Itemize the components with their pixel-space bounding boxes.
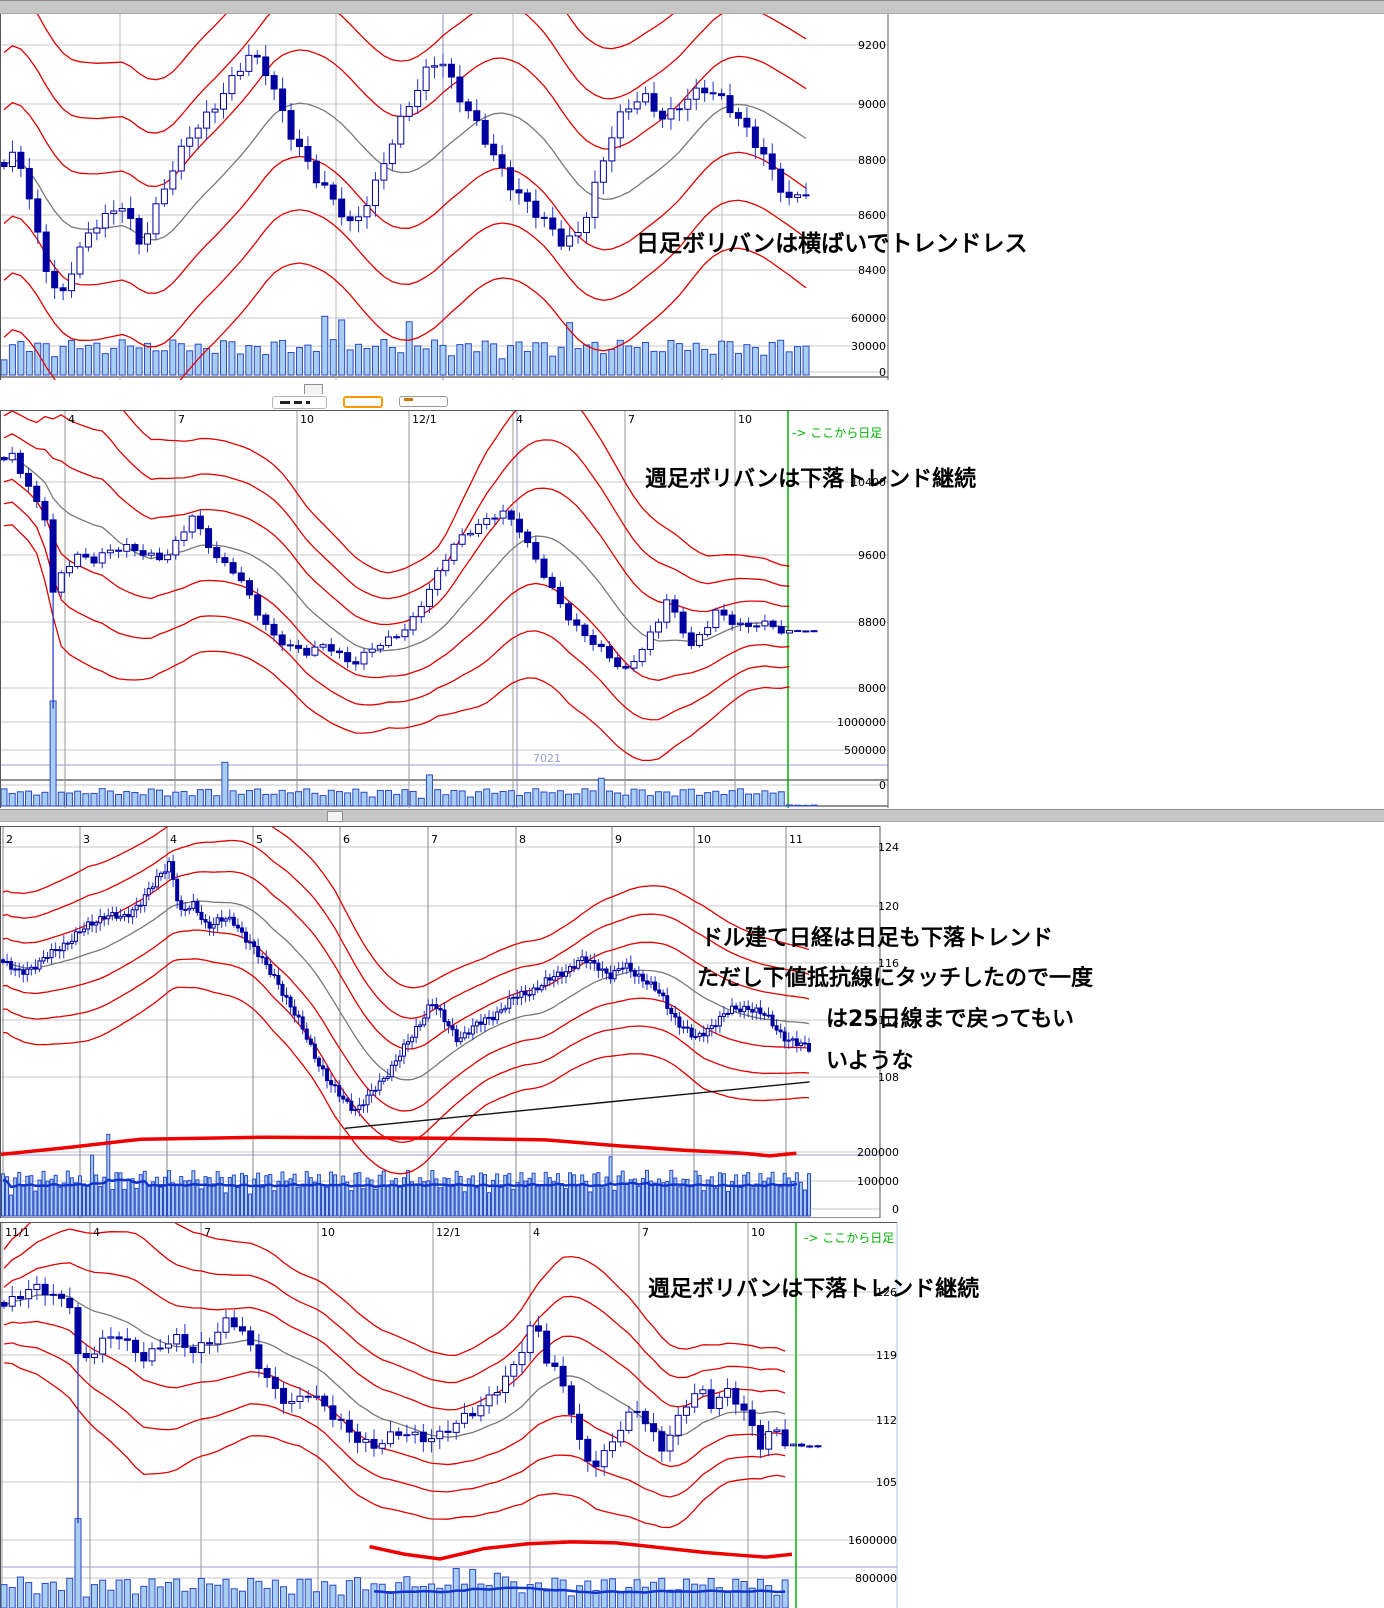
svg-text:7: 7 [628, 413, 635, 426]
annotation-usd-daily-line1: ドル建て日経は日足も下落トレンド [701, 926, 1054, 951]
svg-text:800000: 800000 [855, 1572, 897, 1585]
svg-text:2: 2 [6, 833, 13, 846]
svg-text:9600: 9600 [858, 549, 886, 562]
svg-text:10: 10 [738, 413, 752, 426]
horizontal-scrollbar-track-1[interactable] [0, 0, 1384, 14]
panel-weekly-nikkei: 10400 9600 8800 8000 1000000 500000 0 4 7 10 12/1 4… [0, 410, 910, 808]
toolbar-fragment-row [0, 394, 1384, 410]
svg-text:4: 4 [170, 833, 177, 846]
scrollbar-thumb-2[interactable] [327, 811, 343, 822]
svg-text:6: 6 [343, 833, 350, 846]
svg-text:8000: 8000 [858, 682, 886, 695]
svg-text:108: 108 [878, 1071, 899, 1084]
svg-text:7021: 7021 [533, 752, 561, 765]
annotation-usd-weekly-downtrend: 週足ボリバンは下落トレンド継続 [648, 1277, 980, 1302]
svg-text:-> ここから日足: -> ここから日足 [804, 1231, 894, 1245]
svg-text:9000: 9000 [858, 98, 886, 111]
svg-text:126: 126 [876, 1286, 897, 1299]
svg-text:10400: 10400 [851, 476, 886, 489]
svg-text:112: 112 [878, 1014, 899, 1027]
svg-text:7: 7 [204, 1226, 211, 1239]
svg-text:8: 8 [519, 833, 526, 846]
svg-text:7: 7 [642, 1226, 649, 1239]
annotation-weekly-downtrend: 週足ボリバンは下落トレンド継続 [645, 467, 977, 492]
daily-nikkei-chart: 9200900088008600840060000300000891011 [0, 0, 889, 380]
svg-text:500000: 500000 [844, 744, 886, 757]
svg-text:4: 4 [533, 1226, 540, 1239]
svg-text:4: 4 [68, 413, 75, 426]
svg-text:120: 120 [878, 900, 899, 913]
usd-nikkei-weekly-chart: 126 119 112 105 1600000 800000 11/1 4 7 10 12/1 4 7 1… [0, 1222, 898, 1608]
svg-text:200000: 200000 [857, 1146, 899, 1159]
svg-text:12/1: 12/1 [436, 1226, 461, 1239]
svg-text:10: 10 [321, 1226, 335, 1239]
annotation-usd-daily-line3: は25日線まで戻ってもい [826, 1007, 1074, 1032]
svg-text:9200: 9200 [858, 39, 886, 52]
weekly-nikkei-chart: 10400 9600 8800 8000 1000000 500000 0 4 7 10 12/1 4… [0, 410, 889, 808]
horizontal-scrollbar-track-2[interactable] [0, 809, 1384, 822]
svg-text:0: 0 [879, 779, 886, 792]
orange-button-fragment[interactable] [343, 396, 383, 408]
svg-text:11: 11 [789, 833, 803, 846]
svg-text:1000000: 1000000 [837, 716, 886, 729]
svg-text:8800: 8800 [858, 616, 886, 629]
svg-text:4: 4 [516, 413, 523, 426]
panel-daily-nikkei: 9200900088008600840060000300000891011 [0, 0, 910, 380]
svg-text:1600000: 1600000 [848, 1534, 897, 1547]
svg-text:30000: 30000 [851, 340, 886, 353]
svg-text:105: 105 [876, 1476, 897, 1489]
svg-text:10: 10 [697, 833, 711, 846]
svg-text:7: 7 [431, 833, 438, 846]
svg-text:100000: 100000 [857, 1175, 899, 1188]
svg-text:8400: 8400 [858, 264, 886, 277]
svg-text:7: 7 [178, 413, 185, 426]
svg-text:119: 119 [876, 1349, 897, 1362]
usd-nikkei-daily-chart: 124 120 116 112 108 200000 100000 0 2 3 4 5 6 7 8 9 10 11 [0, 826, 899, 1218]
svg-text:10: 10 [751, 1226, 765, 1239]
svg-text:11/1: 11/1 [5, 1226, 30, 1239]
legend-checkbox-fragment[interactable] [272, 396, 327, 409]
gray-button-fragment[interactable] [399, 396, 448, 407]
svg-text:112: 112 [876, 1414, 897, 1427]
svg-text:10: 10 [300, 413, 314, 426]
annotation-usd-daily-line2: ただし下値抵抗線にタッチしたので一度 [697, 966, 1094, 991]
svg-text:0: 0 [879, 366, 886, 379]
svg-text:60000: 60000 [851, 312, 886, 325]
annotation-usd-daily-line4: いような [826, 1049, 914, 1074]
svg-text:124: 124 [878, 841, 899, 854]
svg-text:8800: 8800 [858, 154, 886, 167]
panel-daily-usd-nikkei: 124 120 116 112 108 200000 100000 0 2 3 4 5 6 7 8 9 10 11 [0, 826, 910, 1218]
svg-text:4: 4 [93, 1226, 100, 1239]
svg-text:0: 0 [892, 1203, 899, 1216]
svg-text:8600: 8600 [858, 209, 886, 222]
svg-text:3: 3 [83, 833, 90, 846]
svg-text:12/1: 12/1 [412, 413, 437, 426]
panel-weekly-usd-nikkei: 126 119 112 105 1600000 800000 11/1 4 7 10 12/1 4 7 1… [0, 1222, 910, 1608]
svg-text:116: 116 [878, 957, 899, 970]
annotation-daily-trendless: 日足ボリバンは横ばいでトレンドレス [636, 231, 1028, 257]
svg-text:5: 5 [256, 833, 263, 846]
svg-text:9: 9 [615, 833, 622, 846]
svg-text:-> ここから日足: -> ここから日足 [792, 426, 882, 440]
